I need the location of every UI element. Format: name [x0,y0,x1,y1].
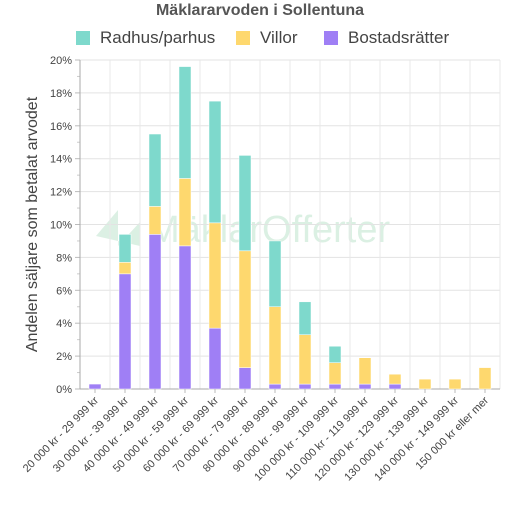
bar-segment [118,262,132,275]
bar-segment [418,378,432,390]
bar-segment [358,357,372,385]
legend-swatch [324,31,338,45]
legend-label: Radhus/parhus [100,28,216,47]
bar-segment [268,306,282,385]
y-tick-label: 4% [56,318,72,330]
bar-segment [298,334,312,385]
y-tick-label: 12% [50,187,72,199]
bar-segment [328,383,342,390]
bar-segment [178,66,192,179]
bar-segment [328,362,342,385]
y-tick-label: 8% [56,252,72,264]
bar-segment [238,250,252,368]
bar-segment [208,222,222,329]
bar-segment [388,373,402,385]
y-tick-label: 2% [56,351,72,363]
y-tick-label: 0% [56,384,72,396]
bar-segment [208,327,222,390]
bar-segment [478,367,492,390]
y-tick-label: 20% [50,55,72,67]
bar-segment [268,240,282,307]
watermark-mark [96,210,140,246]
bar-segment [448,378,462,390]
bar-segment [88,383,102,390]
bar-segment [238,367,252,390]
legend: Radhus/parhus Villor Bostadsrätter [0,26,520,52]
legend-item[interactable]: Radhus/parhus [76,26,215,50]
bar-segment [358,383,372,390]
legend-swatch [236,31,250,45]
bar-segment [298,383,312,390]
bar-segment [178,178,192,247]
bar-segment [148,206,162,235]
bar-segment [268,383,282,390]
bar-segment [118,273,132,390]
legend-item[interactable]: Villor [236,26,297,50]
y-axis-label: Andelen säljare som betalat arvodet [24,96,41,352]
bar-segment [178,245,192,390]
bar-segment [118,234,132,263]
y-tick-label: 18% [50,88,72,100]
legend-swatch [76,31,90,45]
legend-item[interactable]: Bostadsrätter [324,26,449,50]
bar-segment [208,100,222,224]
bar-segment [238,155,252,252]
bar-segment [328,345,342,363]
bar-segment [148,133,162,207]
legend-label: Villor [260,28,298,47]
y-tick-label: 6% [56,285,72,297]
y-tick-label: 10% [50,220,72,232]
chart-title: Mäklararvoden i Sollentuna [155,2,365,19]
legend-label: Bostadsrätter [348,28,450,47]
y-tick-label: 14% [50,154,72,166]
bar-segment [148,234,162,390]
bar-segment [298,301,312,335]
bar-segment [388,383,402,390]
y-tick-label: 16% [50,121,72,133]
